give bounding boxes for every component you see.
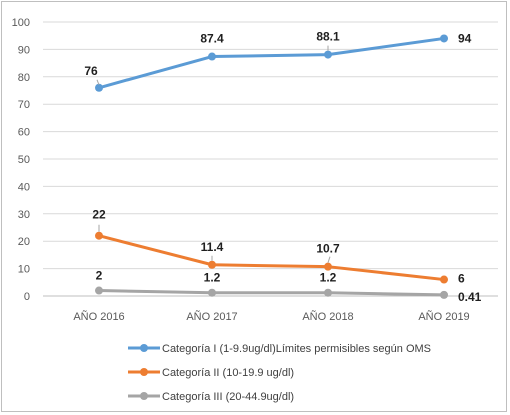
data-label: 11.4 — [201, 240, 224, 254]
series-line — [97, 234, 446, 282]
legend-swatch-marker — [140, 344, 148, 352]
data-point — [208, 288, 216, 297]
y-tick-label: 10 — [18, 264, 30, 276]
data-point — [95, 83, 103, 92]
data-label: 76 — [84, 64, 98, 78]
x-tick-label: AÑO 2016 — [73, 310, 124, 323]
data-label: 22 — [92, 208, 106, 222]
data-point — [324, 262, 332, 271]
legend-entry: Categoría III (20-44.9ug/dl) — [162, 391, 294, 403]
y-tick-label: 40 — [18, 181, 30, 193]
data-label: 88.1 — [316, 30, 340, 44]
data-point — [95, 286, 103, 295]
data-label: 6 — [458, 272, 465, 286]
data-point — [440, 275, 448, 284]
x-tick-label: AÑO 2018 — [302, 310, 353, 323]
data-point — [324, 50, 332, 59]
y-tick-label: 80 — [18, 72, 30, 84]
y-tick-label: 50 — [18, 154, 30, 166]
data-point — [440, 34, 448, 43]
data-label: 1.2 — [204, 271, 221, 285]
data-point — [208, 260, 216, 269]
data-point — [208, 52, 216, 61]
data-point — [440, 290, 448, 299]
y-tick-label: 100 — [12, 17, 30, 29]
y-tick-label: 0 — [24, 291, 30, 303]
legend-entry: Categoría I (1-9.9ug/dl)Límites permisib… — [162, 343, 431, 355]
y-tick-label: 90 — [18, 44, 30, 56]
series-line — [97, 289, 446, 297]
data-label: 94 — [458, 31, 472, 45]
data-label: 10.7 — [316, 242, 340, 256]
data-label: 2 — [96, 269, 103, 283]
x-tick-label: AÑO 2019 — [418, 310, 469, 323]
data-point — [95, 231, 103, 240]
data-point — [324, 288, 332, 297]
y-tick-label: 20 — [18, 236, 30, 248]
y-tick-label: 60 — [18, 127, 30, 139]
y-tick-label: 30 — [18, 209, 30, 221]
legend-swatch-marker — [140, 392, 148, 400]
y-tick-label: 70 — [18, 99, 30, 111]
x-tick-label: AÑO 2017 — [186, 310, 237, 323]
label-leader-line — [96, 79, 100, 85]
data-label: 0.41 — [458, 290, 482, 304]
data-label: 87.4 — [200, 32, 224, 46]
data-label: 1.2 — [320, 271, 337, 285]
legend-swatch-marker — [140, 368, 148, 376]
label-leader-line — [327, 256, 331, 263]
legend-entry: Categoría II (10-19.9 ug/dl) — [162, 367, 294, 379]
series-line — [97, 36, 446, 90]
